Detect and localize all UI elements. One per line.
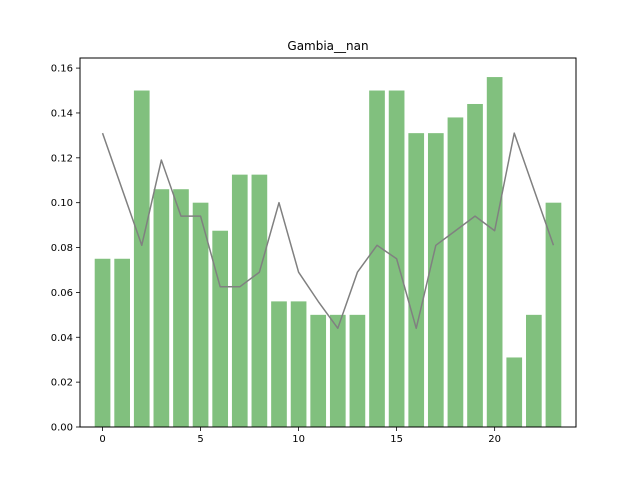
bar [94,258,111,427]
bar [408,133,425,428]
y-tick-label: 0.02 [51,378,73,389]
x-tick-label: 10 [292,434,305,445]
line-series [101,132,555,330]
y-tick-label: 0.06 [51,288,73,299]
bar [329,314,346,427]
bar [506,357,523,427]
bar [251,174,268,427]
bar [173,189,189,427]
x-tick-label: 20 [488,434,501,445]
bar [310,314,327,427]
bar [290,301,307,427]
bar [212,230,229,427]
plot-frame [79,57,577,428]
y-axis: 0.00 0.02 0.04 0.06 0.08 0.10 0.12 0.14 0.16 [51,64,80,434]
bar [231,174,248,427]
chart-title: Gambia__nan [287,39,368,53]
x-tick-label: 5 [197,434,203,445]
line-path [101,132,555,330]
bar [545,202,562,427]
bar [467,103,483,427]
bar [526,314,542,427]
x-tick-label: 0 [99,434,105,445]
y-tick-label: 0.16 [51,64,73,75]
bar-series [94,77,562,428]
bar [447,117,464,427]
bar [369,90,385,428]
y-tick-label: 0.10 [51,198,73,209]
y-tick-label: 0.04 [51,333,73,344]
bar [349,314,366,427]
bar [133,90,150,428]
x-tick-label: 15 [390,434,403,445]
bar [271,301,287,427]
bar [153,189,170,427]
y-tick-label: 0.14 [51,108,73,119]
bar [192,202,209,427]
y-tick-label: 0.12 [51,153,73,164]
y-tick-label: 0.00 [51,423,73,434]
x-axis: 0 5 10 15 20 [99,427,501,445]
y-tick-label: 0.08 [51,243,73,254]
bar [486,77,503,428]
bar [114,258,130,427]
bar [427,133,444,428]
